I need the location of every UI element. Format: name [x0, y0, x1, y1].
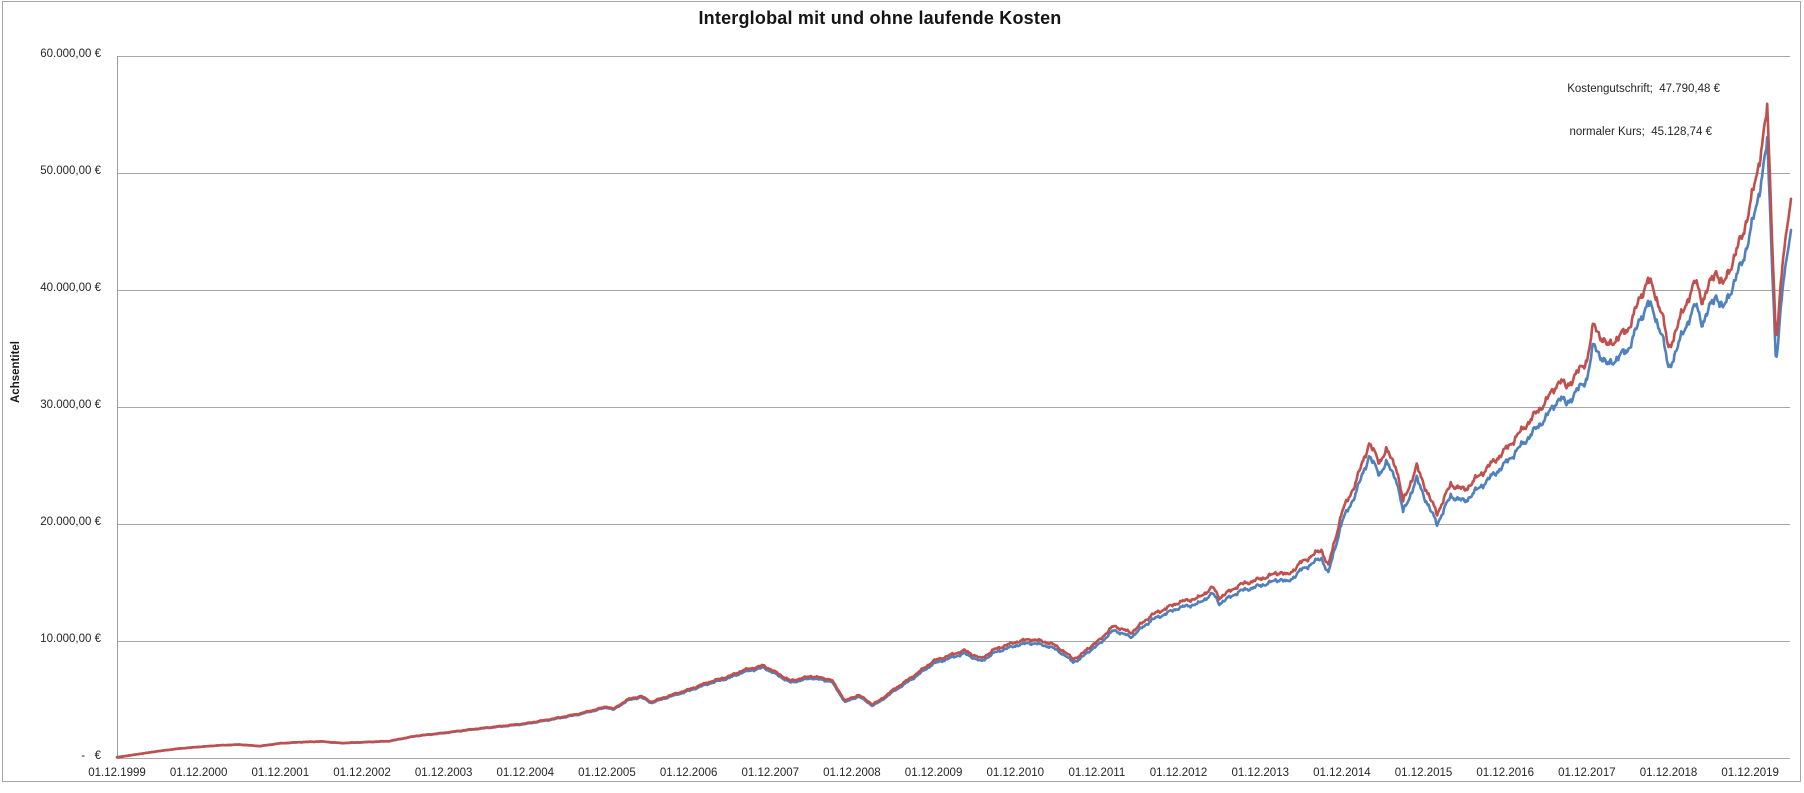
y-tick-label: 50.000,00 €	[40, 165, 101, 177]
x-tick-label: 01.12.2013	[1231, 767, 1289, 779]
y-tick-label: 10.000,00 €	[40, 633, 101, 645]
x-tick-label: 01.12.2016	[1476, 767, 1534, 779]
series-line-kostengutschrift	[115, 102, 1793, 759]
x-tick-label: 01.12.2011	[1068, 767, 1126, 779]
x-tick-label: 01.12.2007	[741, 767, 800, 779]
x-tick-label: 01.12.2015	[1394, 767, 1453, 779]
x-tick-label: 01.12.2010	[986, 767, 1045, 779]
y-tick-label: - €	[81, 750, 101, 762]
x-tick-label: 01.12.2012	[1149, 767, 1208, 779]
x-tick-label: 01.12.2009	[904, 767, 963, 779]
x-tick-label: 01.12.2003	[414, 767, 473, 779]
chart-title: Interglobal mit und ohne laufende Kosten	[698, 8, 1062, 28]
y-tick-label: 60.000,00 €	[40, 48, 101, 60]
data-label-kostengutschrift: Kostengutschrift; 47.790,48 €	[1567, 83, 1720, 95]
x-tick-label: 01.12.1999	[88, 767, 146, 779]
x-tick-label: 01.12.2000	[169, 767, 228, 779]
x-tick-label: 01.12.2001	[251, 767, 310, 779]
series-line-normaler-kurs	[115, 135, 1793, 759]
y-tick-label: 30.000,00 €	[40, 399, 101, 411]
y-tick-label: 40.000,00 €	[40, 282, 101, 294]
x-tick-label: 01.12.2008	[823, 767, 881, 779]
x-tick-label: 01.12.2018	[1639, 767, 1698, 779]
x-tick-label: 01.12.2006	[659, 767, 718, 779]
x-tick-label: 01.12.2019	[1721, 767, 1779, 779]
x-tick-label: 01.12.2005	[578, 767, 636, 779]
y-tick-label: 20.000,00 €	[40, 516, 101, 528]
x-tick-label: 01.12.2002	[333, 767, 391, 779]
x-tick-label: 01.12.2017	[1558, 767, 1616, 779]
x-tick-label: 01.12.2004	[496, 767, 555, 779]
x-tick-label: 01.12.2014	[1313, 767, 1371, 779]
data-label-normaler-kurs: normaler Kurs; 45.128,74 €	[1569, 126, 1712, 138]
